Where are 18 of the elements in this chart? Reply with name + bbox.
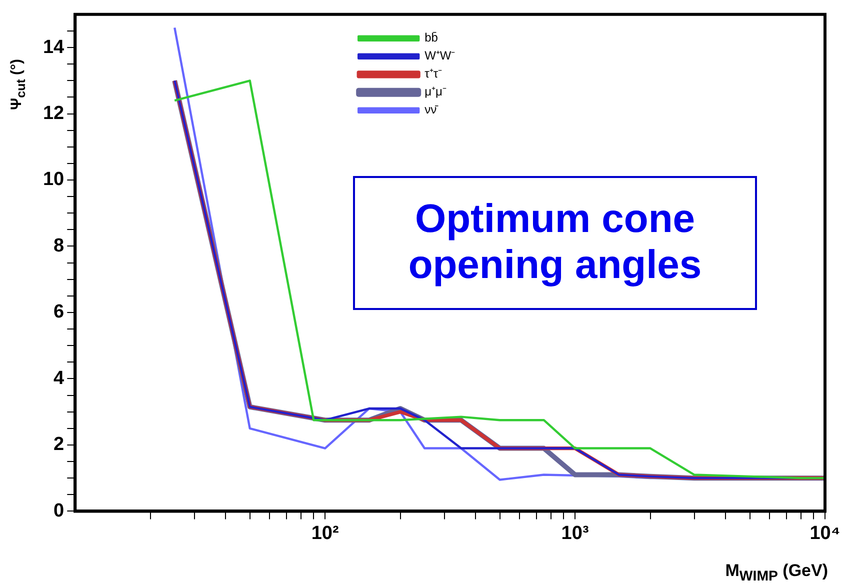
y-tick-label: 0 <box>54 500 64 522</box>
legend-label: bb̄ <box>424 30 438 45</box>
y-tick-label: 14 <box>42 36 65 58</box>
x-axis-title: M$_{WIMP}$ (GeV) <box>725 560 828 584</box>
x-tick-label: 10⁴ <box>810 522 840 544</box>
legend-label: μ⁺μ⁻ <box>424 84 446 99</box>
y-tick-label: 2 <box>54 434 64 456</box>
y-tick-label: 10 <box>42 169 64 190</box>
x-tick-label: 10³ <box>561 522 589 544</box>
y-tick-label: 8 <box>54 235 64 256</box>
legend-label: W⁺W⁻ <box>424 48 456 63</box>
y-tick-label: 12 <box>42 102 64 124</box>
legend-label: νν̄ <box>424 102 439 117</box>
x-tick-label: 10² <box>311 522 339 544</box>
legend-label: τ⁺τ⁻ <box>424 66 442 81</box>
y-tick-label: 4 <box>54 368 65 389</box>
y-tick-label: 6 <box>54 302 64 323</box>
annotation: Optimum cone opening angles <box>353 176 757 310</box>
